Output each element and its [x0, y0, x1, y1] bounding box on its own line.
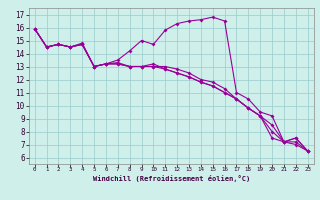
X-axis label: Windchill (Refroidissement éolien,°C): Windchill (Refroidissement éolien,°C): [92, 175, 250, 182]
